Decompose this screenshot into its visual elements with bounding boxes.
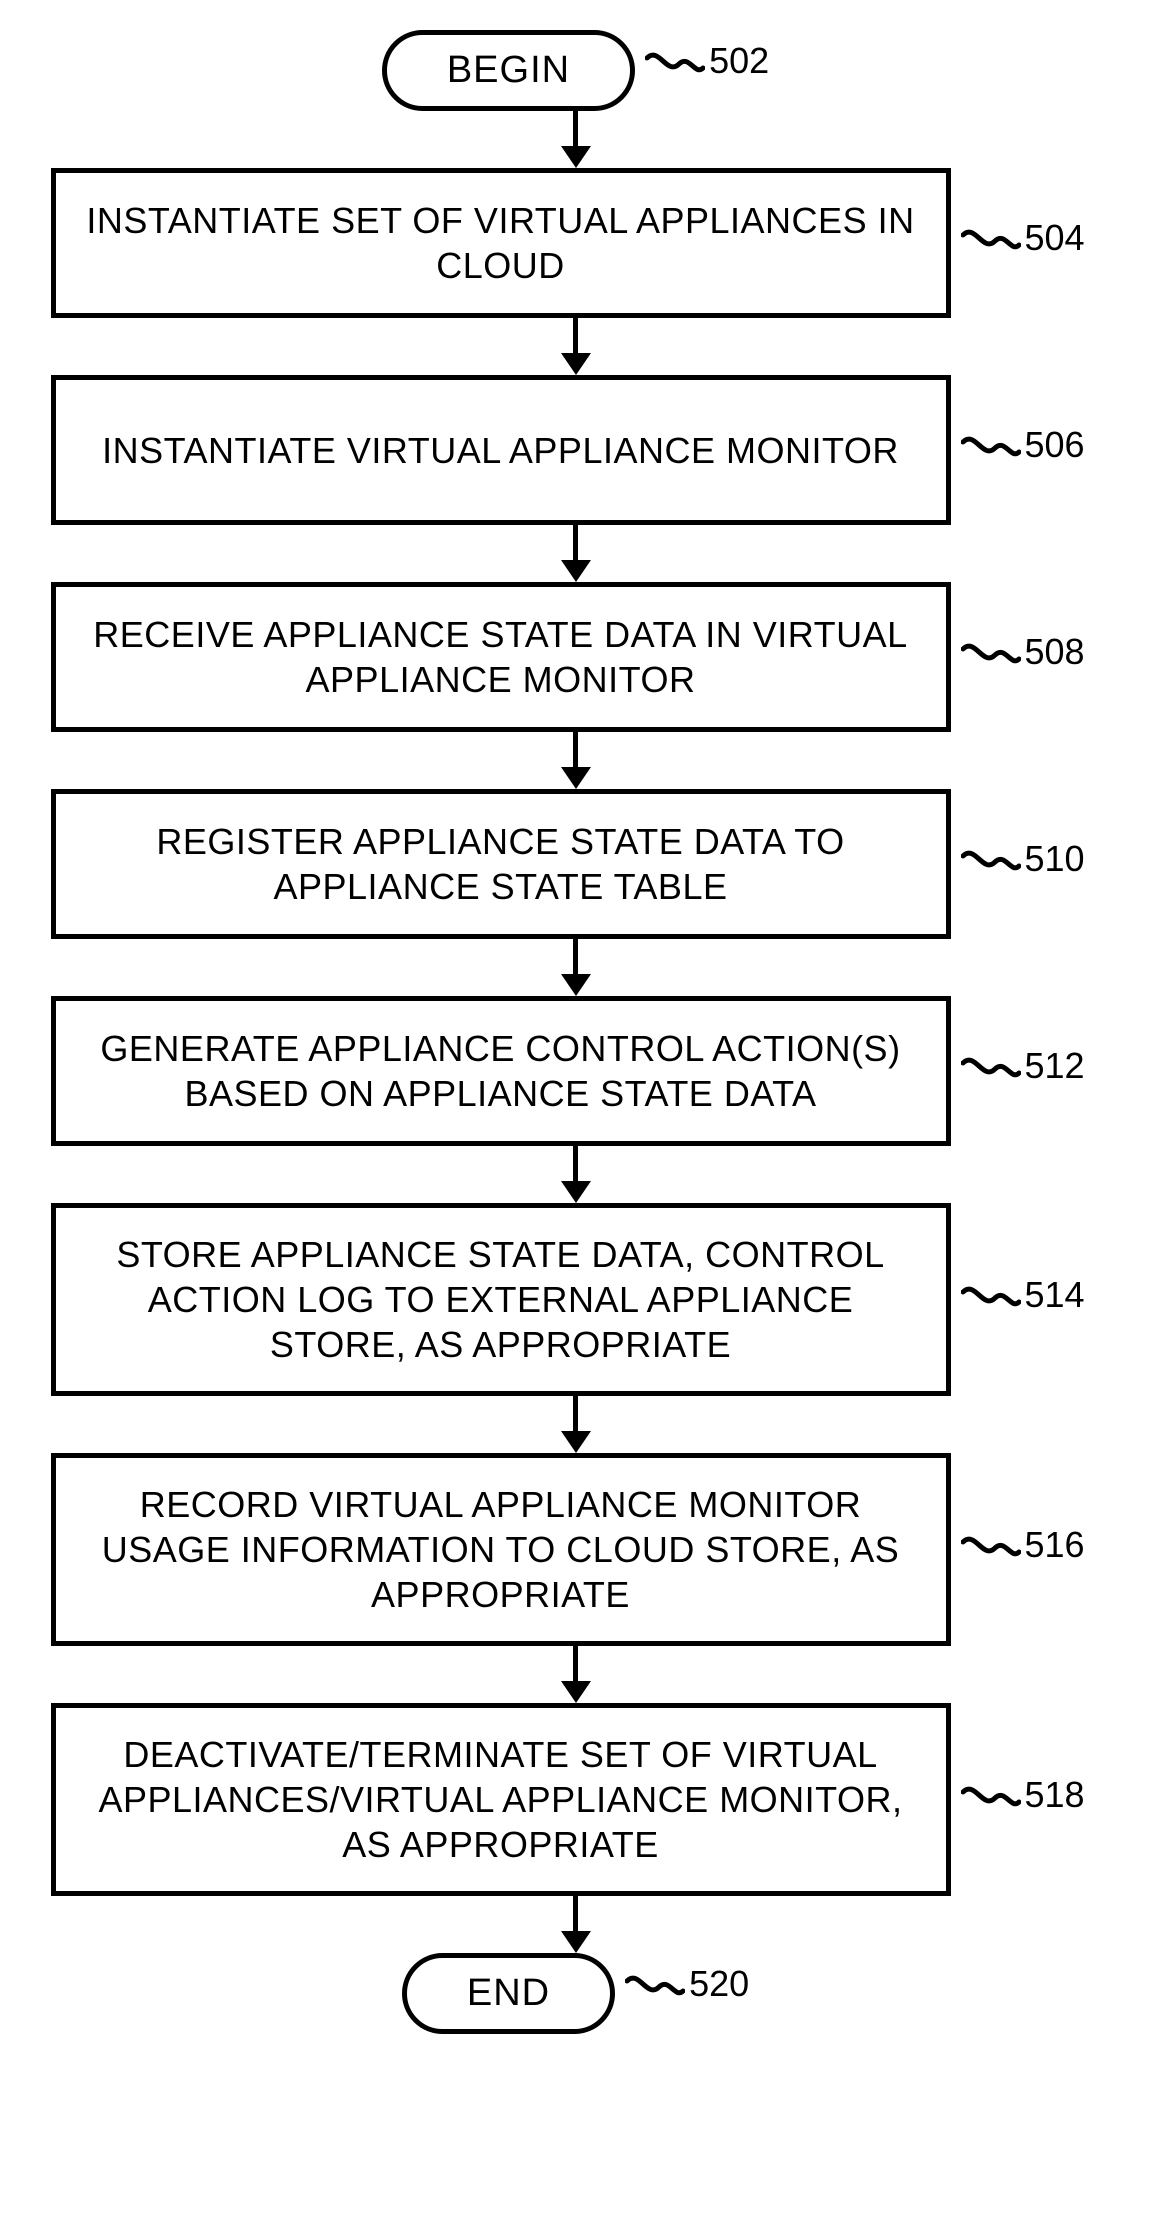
flow-arrow: [561, 732, 591, 789]
terminal-row: BEGIN502: [51, 30, 1101, 111]
leader-line-icon: [961, 637, 1021, 677]
reference-label: 504: [1025, 217, 1085, 259]
process-row: INSTANTIATE SET OF VIRTUAL APPLIANCES IN…: [51, 168, 1101, 318]
flow-arrow: [561, 1646, 591, 1703]
leader-line-icon: [961, 1780, 1021, 1820]
process-box: REGISTER APPLIANCE STATE DATA TO APPLIAN…: [51, 789, 951, 939]
process-row: REGISTER APPLIANCE STATE DATA TO APPLIAN…: [51, 789, 1101, 939]
reference-label-group: 506: [961, 430, 1085, 470]
process-box: INSTANTIATE SET OF VIRTUAL APPLIANCES IN…: [51, 168, 951, 318]
reference-label-group: 516: [961, 1530, 1085, 1570]
process-box: DEACTIVATE/TERMINATE SET OF VIRTUAL APPL…: [51, 1703, 951, 1896]
process-row: INSTANTIATE VIRTUAL APPLIANCE MONITOR506: [51, 375, 1101, 525]
leader-line-icon: [625, 1969, 685, 2009]
reference-label: 514: [1025, 1274, 1085, 1316]
reference-label: 502: [709, 40, 769, 82]
flow-arrow: [561, 1396, 591, 1453]
reference-label: 512: [1025, 1045, 1085, 1087]
reference-label-group: 508: [961, 637, 1085, 677]
process-box: RECEIVE APPLIANCE STATE DATA IN VIRTUAL …: [51, 582, 951, 732]
flow-arrow: [561, 1896, 591, 1953]
leader-line-icon: [961, 223, 1021, 263]
flow-arrow: [561, 525, 591, 582]
flow-arrow: [561, 939, 591, 996]
flow-arrow: [561, 318, 591, 375]
reference-label-group: 518: [961, 1780, 1085, 1820]
leader-line-icon: [961, 430, 1021, 470]
flow-arrow: [561, 111, 591, 168]
reference-label-group: 520: [625, 1969, 749, 2009]
process-row: RECORD VIRTUAL APPLIANCE MONITOR USAGE I…: [51, 1453, 1101, 1646]
reference-label: 518: [1025, 1774, 1085, 1816]
terminal-begin: BEGIN: [382, 30, 635, 111]
reference-label-group: 504: [961, 223, 1085, 263]
terminal-end: END: [402, 1953, 615, 2034]
process-row: GENERATE APPLIANCE CONTROL ACTION(S) BAS…: [51, 996, 1101, 1146]
reference-label-group: 510: [961, 844, 1085, 884]
reference-label: 516: [1025, 1524, 1085, 1566]
process-box: GENERATE APPLIANCE CONTROL ACTION(S) BAS…: [51, 996, 951, 1146]
reference-label-group: 514: [961, 1280, 1085, 1320]
reference-label-group: 512: [961, 1051, 1085, 1091]
process-box: RECORD VIRTUAL APPLIANCE MONITOR USAGE I…: [51, 1453, 951, 1646]
leader-line-icon: [961, 844, 1021, 884]
flow-arrow: [561, 1146, 591, 1203]
process-box: STORE APPLIANCE STATE DATA, CONTROL ACTI…: [51, 1203, 951, 1396]
flowchart-container: BEGIN502INSTANTIATE SET OF VIRTUAL APPLI…: [51, 30, 1101, 2034]
reference-label: 506: [1025, 424, 1085, 466]
leader-line-icon: [961, 1051, 1021, 1091]
process-row: STORE APPLIANCE STATE DATA, CONTROL ACTI…: [51, 1203, 1101, 1396]
leader-line-icon: [645, 46, 705, 86]
process-row: RECEIVE APPLIANCE STATE DATA IN VIRTUAL …: [51, 582, 1101, 732]
leader-line-icon: [961, 1280, 1021, 1320]
process-box: INSTANTIATE VIRTUAL APPLIANCE MONITOR: [51, 375, 951, 525]
leader-line-icon: [961, 1530, 1021, 1570]
reference-label: 520: [689, 1963, 749, 2005]
process-row: DEACTIVATE/TERMINATE SET OF VIRTUAL APPL…: [51, 1703, 1101, 1896]
reference-label: 508: [1025, 631, 1085, 673]
terminal-row: END520: [51, 1953, 1101, 2034]
reference-label-group: 502: [645, 46, 769, 86]
reference-label: 510: [1025, 838, 1085, 880]
